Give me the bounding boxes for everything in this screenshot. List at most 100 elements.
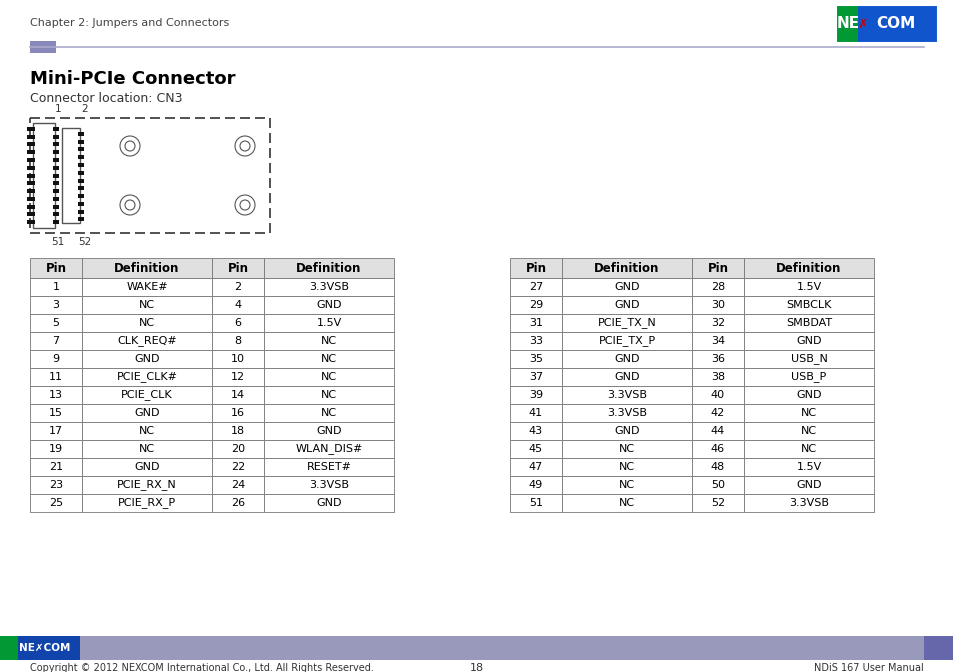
Bar [691,476,743,494]
Text: NC: NC [320,390,336,400]
Text: 3.3VSB: 3.3VSB [309,480,349,490]
Bar [264,350,394,368]
Bar [510,440,561,458]
Text: 18: 18 [470,663,483,672]
Text: NC: NC [139,426,155,436]
Bar [27,220,35,224]
Text: USB_N: USB_N [790,353,826,364]
Bar [27,158,35,162]
Text: PCIE_TX_P: PCIE_TX_P [598,335,655,347]
Bar [561,314,691,332]
Bar [264,494,394,512]
Bar [53,166,59,170]
Bar [561,440,691,458]
Bar [78,186,84,190]
Bar [561,494,691,512]
Text: GND: GND [315,300,341,310]
Bar [78,140,84,144]
Text: 19: 19 [49,444,63,454]
Bar [78,155,84,159]
Text: 8: 8 [234,336,241,346]
Text: NC: NC [801,408,816,418]
Text: 52: 52 [78,237,91,247]
Bar [78,194,84,198]
Bar [510,332,561,350]
Text: 24: 24 [231,480,245,490]
Bar [561,258,691,278]
Bar [561,386,691,404]
Bar [691,494,743,512]
Bar [82,422,212,440]
Bar [212,296,264,314]
Bar [82,332,212,350]
Bar [561,458,691,476]
Text: 52: 52 [710,498,724,508]
Bar [82,386,212,404]
Bar [264,404,394,422]
Text: GND: GND [614,354,639,364]
Text: 39: 39 [528,390,542,400]
Bar [0,636,18,660]
Text: 46: 46 [710,444,724,454]
Text: 29: 29 [528,300,542,310]
Bar [82,258,212,278]
Text: GND: GND [134,462,159,472]
Text: ✗: ✗ [857,17,867,30]
Bar [743,258,873,278]
Bar [857,5,937,43]
Bar [27,212,35,216]
Bar [510,386,561,404]
Bar [743,386,873,404]
Bar [53,142,59,146]
Text: Pin: Pin [525,261,546,274]
Bar [212,386,264,404]
Bar [691,296,743,314]
Text: 3.3VSB: 3.3VSB [788,498,828,508]
Text: PCIE_RX_N: PCIE_RX_N [117,480,176,491]
Bar [33,123,55,228]
Bar [212,332,264,350]
Text: 7: 7 [52,336,59,346]
Bar [691,350,743,368]
Bar [27,134,35,138]
Bar [30,278,82,296]
Text: Definition: Definition [594,261,659,274]
Bar [212,422,264,440]
Text: NC: NC [320,354,336,364]
Bar [743,458,873,476]
Text: 9: 9 [52,354,59,364]
Text: GND: GND [315,498,341,508]
Text: GND: GND [796,390,821,400]
Bar [62,128,80,223]
Bar [78,210,84,214]
Bar [510,476,561,494]
Text: Copyright © 2012 NEXCOM International Co., Ltd. All Rights Reserved.: Copyright © 2012 NEXCOM International Co… [30,663,374,672]
Text: 49: 49 [528,480,542,490]
Bar [561,404,691,422]
Text: 40: 40 [710,390,724,400]
Text: Definition: Definition [296,261,361,274]
Bar [743,404,873,422]
Text: 16: 16 [231,408,245,418]
Text: 28: 28 [710,282,724,292]
Text: 34: 34 [710,336,724,346]
Bar [53,158,59,162]
Bar [743,476,873,494]
Bar [78,202,84,206]
Text: 50: 50 [710,480,724,490]
Bar [691,422,743,440]
Text: 4: 4 [234,300,241,310]
Text: SMBDAT: SMBDAT [785,318,831,328]
Bar [743,278,873,296]
Text: 12: 12 [231,372,245,382]
Bar [743,332,873,350]
Text: 35: 35 [529,354,542,364]
Bar [510,368,561,386]
Bar [743,494,873,512]
Text: WAKE#: WAKE# [126,282,168,292]
Bar [53,197,59,201]
Text: 42: 42 [710,408,724,418]
Bar [212,440,264,458]
Bar [30,386,82,404]
Text: 2: 2 [234,282,241,292]
